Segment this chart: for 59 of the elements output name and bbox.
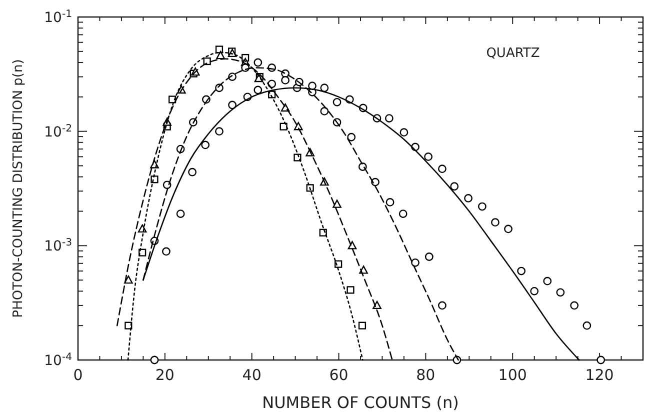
point xyxy=(280,122,288,130)
point xyxy=(478,202,486,211)
x-tick-label: 40 xyxy=(242,366,262,384)
x-tick-label: 120 xyxy=(585,366,614,384)
point xyxy=(346,286,354,294)
point xyxy=(450,182,459,191)
point xyxy=(228,100,236,110)
x-tick-label: 100 xyxy=(498,366,527,384)
point xyxy=(438,164,446,174)
y-tick-label: 10$^{-1}$ xyxy=(44,8,72,26)
point xyxy=(556,288,565,297)
point xyxy=(504,224,512,234)
point xyxy=(320,84,329,92)
point xyxy=(384,114,394,123)
point xyxy=(517,266,526,276)
point xyxy=(348,241,357,250)
point xyxy=(332,200,342,208)
point xyxy=(530,286,539,296)
point xyxy=(201,140,210,150)
y-tick-label: 10$^{-2}$ xyxy=(44,122,72,140)
point xyxy=(216,50,225,60)
point xyxy=(372,300,382,310)
point xyxy=(386,198,394,206)
point xyxy=(596,356,606,364)
point xyxy=(281,76,290,84)
x-tick-label: 80 xyxy=(416,366,436,384)
point xyxy=(543,276,552,286)
y-axis-title: PHOTON-COUNTING DISTRIBUTION p(n) xyxy=(11,59,26,318)
point xyxy=(464,194,472,202)
point xyxy=(215,127,224,136)
x-tick-label: 20 xyxy=(155,366,174,384)
point xyxy=(438,301,446,310)
point xyxy=(150,356,159,364)
point xyxy=(582,321,592,330)
x-tick-label: 60 xyxy=(329,366,348,384)
point xyxy=(254,86,262,94)
point xyxy=(308,82,316,90)
x-axis-title: NUMBER OF COUNTS (n) xyxy=(262,393,459,412)
point xyxy=(176,210,185,218)
point xyxy=(400,128,408,137)
point xyxy=(424,252,434,261)
point xyxy=(254,58,262,67)
point xyxy=(188,168,197,176)
annotation: QUARTZ xyxy=(486,46,540,61)
point xyxy=(332,98,342,106)
point xyxy=(398,210,408,218)
point xyxy=(347,132,356,142)
x-tick-label: 0 xyxy=(73,366,83,384)
point xyxy=(570,301,579,310)
point xyxy=(162,247,170,256)
y-tick-label: 10$^{-3}$ xyxy=(44,237,72,255)
point xyxy=(491,218,500,227)
y-tick-label: 10$^{-4}$ xyxy=(44,352,72,369)
point xyxy=(320,107,329,116)
point xyxy=(371,178,380,186)
point xyxy=(358,322,366,330)
point xyxy=(411,258,420,267)
point xyxy=(424,152,432,161)
point xyxy=(124,275,133,284)
